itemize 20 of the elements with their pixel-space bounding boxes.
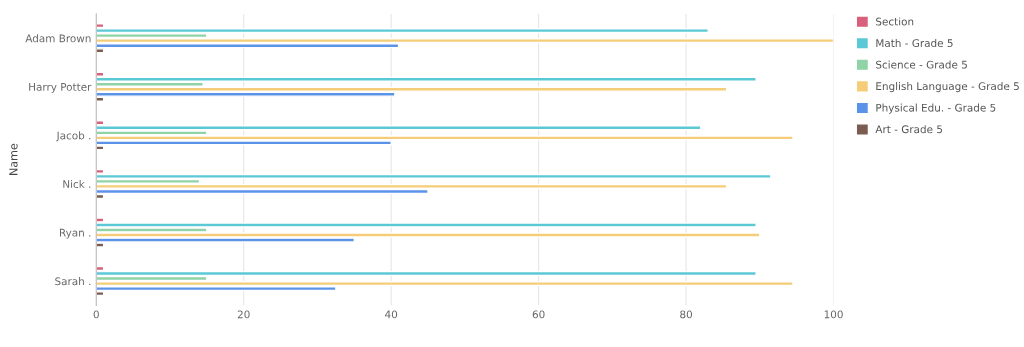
legend-label: Physical Edu. - Grade 5 xyxy=(876,103,996,114)
legend-label: Section xyxy=(876,17,914,26)
y-tick-label: Ryan . xyxy=(59,228,91,239)
legend-label: Art - Grade 5 xyxy=(875,125,943,134)
y-tick-label: Harry Potter xyxy=(29,83,92,93)
legend-label: Science - Grade 5 xyxy=(876,60,967,69)
y-tick-label: Jacob . xyxy=(56,131,91,142)
y-tick-label: Nick . xyxy=(63,179,91,189)
bar xyxy=(96,270,757,277)
y-tick-label: Sarah . xyxy=(55,277,91,286)
x-tick-label: 40 xyxy=(385,310,398,319)
x-tick-label: 20 xyxy=(237,310,250,319)
x-tick-label: 0 xyxy=(93,310,99,319)
x-tick-label: 60 xyxy=(532,310,545,319)
y-tick-label: Adam Brown xyxy=(25,34,91,43)
legend-label: English Language - Grade 5 xyxy=(876,82,1019,93)
x-tick-label: 80 xyxy=(680,310,693,319)
x-tick-label: 100 xyxy=(824,310,843,319)
y-axis-title: Name xyxy=(9,143,18,175)
legend-label: Math - Grade 5 xyxy=(876,38,953,48)
